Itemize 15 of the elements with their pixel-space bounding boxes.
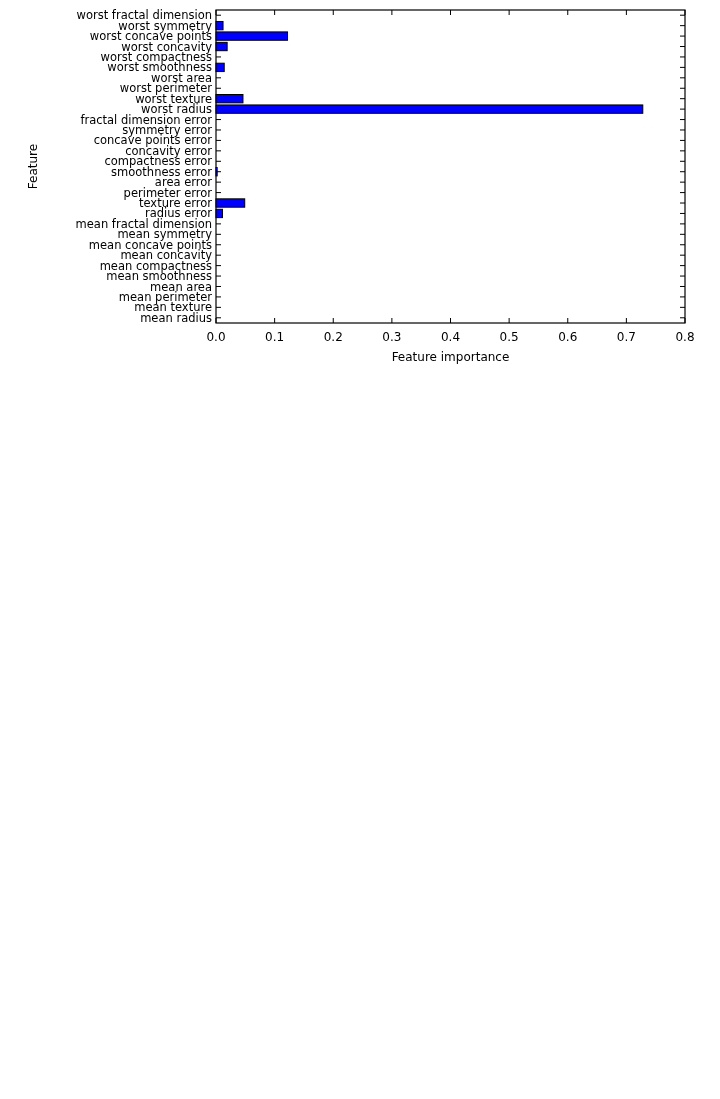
y-axis-title: Feature	[26, 143, 40, 190]
x-tick-label: 0.5	[499, 330, 519, 344]
x-tick-label: 0.2	[323, 330, 343, 344]
x-tick-label: 0.3	[382, 330, 402, 344]
y-tick-label: mean fractal dimension	[75, 216, 212, 231]
x-tick-label: 0.0	[206, 330, 226, 344]
x-tick-label: 0.1	[265, 330, 285, 344]
y-tick-label: worst radius	[141, 102, 212, 117]
x-tick-label: 0.4	[440, 330, 461, 344]
y-tick-label: perimeter error	[123, 185, 213, 200]
x-tick-label: 0.8	[675, 330, 695, 344]
x-tick-label: 0.6	[558, 330, 578, 344]
x-axis-title: Feature importance	[391, 350, 510, 364]
x-tick-label: 0.7	[616, 330, 636, 344]
y-tick-label: mean radius	[140, 310, 212, 325]
